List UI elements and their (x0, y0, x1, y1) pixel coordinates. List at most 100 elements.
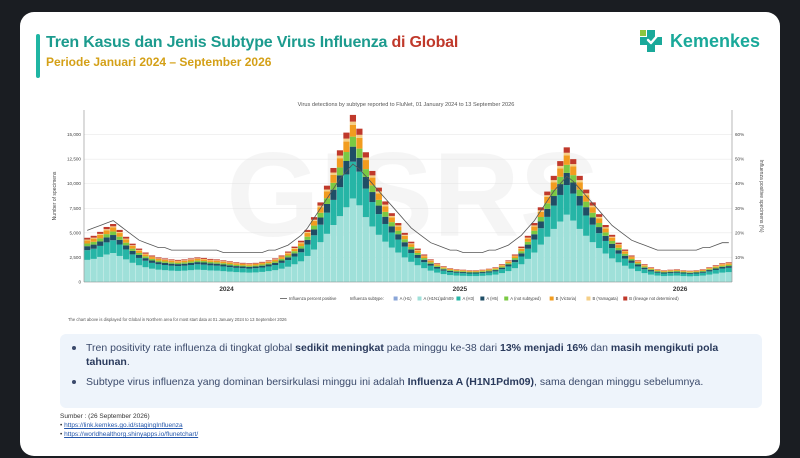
bar-segment (596, 216, 603, 219)
bar-segment (110, 235, 117, 241)
bar-segment (148, 258, 156, 261)
bar-segment (395, 226, 402, 231)
bar-segment (135, 265, 143, 282)
bar-stack (246, 263, 253, 282)
bar-segment (388, 247, 395, 282)
bar-segment (174, 264, 182, 267)
bar-stack (110, 224, 117, 282)
bar-segment (375, 191, 382, 194)
bar-segment (647, 270, 655, 272)
bar-stack (155, 257, 162, 282)
bar-segment (447, 270, 454, 273)
bar-segment (382, 216, 389, 224)
bar-segment (356, 157, 363, 172)
bar-segment (246, 268, 253, 273)
legend-item: Influenza subtype: (350, 296, 384, 301)
bar-stack (589, 202, 596, 282)
bar-segment (110, 224, 117, 227)
bar-stack (129, 243, 136, 282)
bar-stack (557, 161, 564, 282)
bar-segment (187, 258, 195, 260)
summary-bullet-1: Tren positivity rate influenza di tingka… (86, 341, 746, 369)
bar-segment (110, 253, 117, 282)
bar-segment (654, 270, 661, 272)
bar-segment (181, 270, 188, 282)
bar-segment (511, 262, 519, 269)
bar-segment (680, 272, 687, 274)
bar-stack (544, 191, 551, 282)
bar-segment (557, 194, 564, 222)
bar-segment (129, 248, 136, 251)
bar-segment (447, 270, 454, 271)
bar-stack (304, 229, 311, 282)
bar-segment (330, 189, 337, 200)
bar-segment (563, 147, 570, 153)
bar-segment (414, 252, 421, 255)
source-item-1: • https://link.kemkes.go.id/stagingInflu… (60, 422, 183, 429)
bar-segment (239, 262, 246, 264)
bar-segment (609, 243, 616, 249)
bar-segment (246, 263, 253, 265)
legend-swatch (417, 296, 422, 301)
bar-segment (680, 270, 687, 272)
bar-segment (369, 175, 376, 178)
bar-segment (654, 272, 661, 276)
bar-segment (693, 272, 700, 274)
bar-segment (285, 260, 292, 267)
bar-segment (349, 161, 357, 199)
bar-segment (233, 263, 240, 265)
bar-segment (563, 214, 570, 282)
bar-segment (84, 259, 91, 282)
bar-segment (641, 267, 648, 270)
bar-segment (602, 235, 609, 241)
bar-segment (609, 248, 616, 259)
bar-segment (213, 265, 220, 271)
source-link-2[interactable]: https://worldhealthorg.shinyapps.io/flun… (64, 431, 199, 438)
bar-segment (123, 245, 130, 250)
legend-item: A (H1) (393, 296, 412, 301)
bar-segment (686, 276, 693, 282)
source-link-1[interactable]: https://link.kemkes.go.id/stagingInfluen… (64, 422, 183, 429)
bar-segment (647, 274, 655, 282)
bar-segment (583, 235, 590, 282)
bar-stack (492, 267, 499, 282)
bar-segment (388, 226, 395, 233)
bar-segment (479, 273, 486, 276)
bar-segment (90, 244, 97, 249)
bullet1-text-2: pada minggu ke-38 dari (383, 342, 500, 354)
bar-segment (667, 273, 674, 276)
bar-stack (103, 226, 110, 282)
bar-segment (135, 252, 143, 255)
bar-segment (570, 175, 577, 183)
bar-segment (628, 268, 635, 282)
bar-segment (207, 261, 214, 264)
legend-label: B (lineage not determined) (629, 296, 679, 301)
y-tick-label: 2,500 (70, 255, 82, 260)
bar-segment (97, 231, 104, 234)
bar-segment (278, 257, 285, 259)
bar-stack (375, 187, 382, 282)
bar-stack (239, 262, 246, 282)
bar-stack (168, 259, 175, 282)
bar-segment (291, 264, 298, 282)
bar-segment (725, 267, 732, 273)
bar-segment (265, 266, 272, 272)
chart-line (87, 163, 729, 253)
bar-stack (174, 259, 182, 282)
bar-segment (440, 268, 447, 270)
bar-segment (194, 258, 201, 261)
bar-segment (427, 265, 434, 271)
bar-segment (459, 270, 467, 272)
bar-segment (135, 257, 143, 266)
bar-segment (110, 231, 117, 236)
bar-segment (155, 269, 162, 282)
flunet-chart: Virus detections by subtype reported to … (48, 96, 764, 326)
bar-stack (524, 235, 531, 282)
bar-segment (265, 260, 272, 262)
bar-segment (686, 272, 693, 273)
bar-segment (408, 261, 415, 282)
bar-stack (259, 261, 266, 282)
bar-segment (712, 265, 719, 266)
bar-segment (401, 235, 408, 240)
bar-segment (129, 250, 136, 255)
